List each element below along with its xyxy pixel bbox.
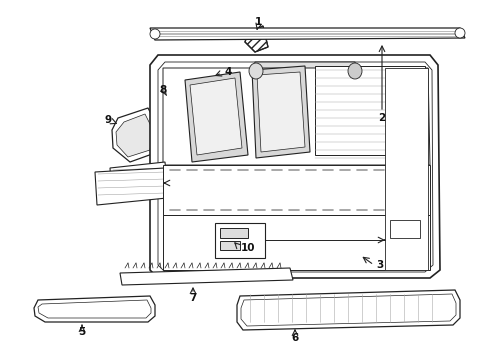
Polygon shape [315, 66, 425, 155]
Polygon shape [38, 300, 151, 318]
Polygon shape [257, 72, 305, 152]
Text: 9: 9 [104, 115, 112, 125]
Polygon shape [34, 296, 155, 322]
Text: 5: 5 [78, 327, 86, 337]
Polygon shape [196, 68, 215, 87]
Ellipse shape [249, 63, 263, 79]
Polygon shape [95, 168, 167, 205]
Polygon shape [163, 165, 430, 215]
Polygon shape [162, 93, 179, 111]
Polygon shape [252, 62, 358, 80]
Polygon shape [110, 162, 168, 200]
Text: 7: 7 [189, 293, 196, 303]
Polygon shape [252, 66, 310, 158]
Polygon shape [390, 220, 420, 238]
Polygon shape [163, 68, 430, 165]
Polygon shape [215, 223, 265, 258]
Ellipse shape [455, 28, 465, 38]
Polygon shape [163, 215, 430, 270]
Polygon shape [112, 108, 158, 162]
Text: 8: 8 [159, 85, 167, 95]
Bar [220, 241, 240, 250]
Text: 6: 6 [292, 333, 298, 343]
Polygon shape [385, 68, 428, 270]
Text: 4: 4 [224, 67, 232, 77]
Polygon shape [237, 290, 460, 330]
Polygon shape [150, 55, 440, 278]
Polygon shape [120, 268, 293, 285]
Ellipse shape [348, 63, 362, 79]
Polygon shape [116, 114, 153, 157]
Polygon shape [245, 26, 268, 52]
Polygon shape [185, 72, 248, 162]
Polygon shape [190, 78, 242, 155]
Polygon shape [150, 28, 465, 40]
Polygon shape [241, 294, 456, 326]
Text: 1: 1 [254, 17, 262, 27]
Text: 2: 2 [378, 113, 386, 123]
Text: 3: 3 [376, 260, 384, 270]
Bar [220, 228, 248, 238]
Ellipse shape [150, 29, 160, 39]
Polygon shape [158, 62, 433, 272]
Text: 10: 10 [241, 243, 255, 253]
